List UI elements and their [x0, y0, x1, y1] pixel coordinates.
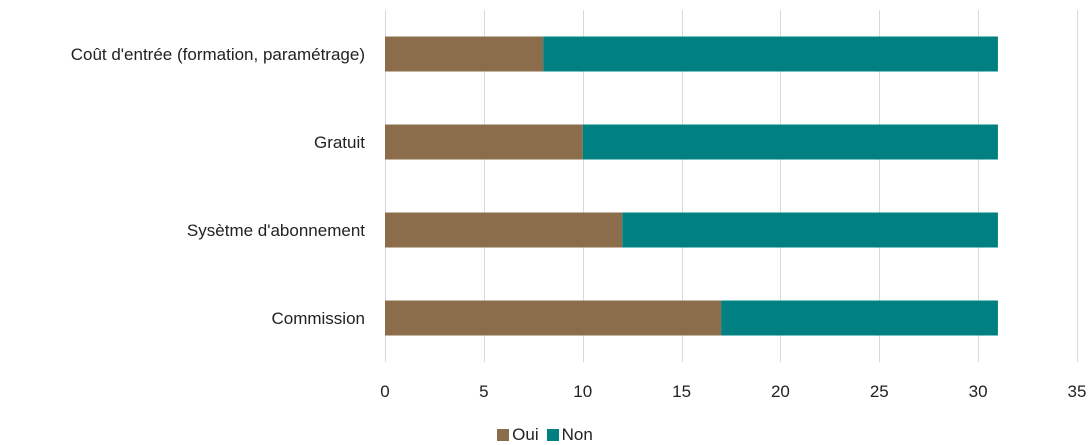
x-tick-label-25: 25	[870, 382, 889, 401]
x-tick-label-15: 15	[672, 382, 691, 401]
bar-oui-2	[385, 212, 623, 248]
bar-non-0	[543, 36, 998, 72]
bars	[385, 36, 998, 336]
x-tick-label-5: 5	[479, 382, 488, 401]
legend-item-oui: Oui	[497, 425, 539, 445]
category-label-2: Sysètme d'abonnement	[187, 221, 365, 240]
category-labels: Coût d'entrée (formation, paramétrage) Gr…	[71, 45, 366, 328]
legend-label-oui: Oui	[512, 425, 539, 444]
legend-item-non: Non	[546, 425, 593, 445]
x-tick-label-0: 0	[380, 382, 389, 401]
bar-oui-3	[385, 300, 722, 336]
bar-non-3	[721, 300, 998, 336]
bar-oui-1	[385, 124, 583, 160]
x-axis-tick-labels: 0 5 10 15 20 25 30 35	[380, 382, 1086, 401]
x-tick-label-20: 20	[771, 382, 790, 401]
bar-oui-0	[385, 36, 544, 72]
x-tick-label-35: 35	[1068, 382, 1087, 401]
bar-non-2	[622, 212, 998, 248]
legend-swatch-oui	[497, 429, 510, 441]
x-tick-label-10: 10	[573, 382, 592, 401]
x-tick-label-30: 30	[969, 382, 988, 401]
category-label-0: Coût d'entrée (formation, paramétrage)	[71, 45, 365, 64]
category-label-1: Gratuit	[314, 133, 365, 152]
legend: Oui Non	[0, 425, 1090, 445]
category-label-3: Commission	[271, 309, 365, 328]
bar-non-1	[582, 124, 998, 160]
legend-swatch-non	[546, 429, 559, 441]
legend-label-non: Non	[561, 425, 593, 444]
